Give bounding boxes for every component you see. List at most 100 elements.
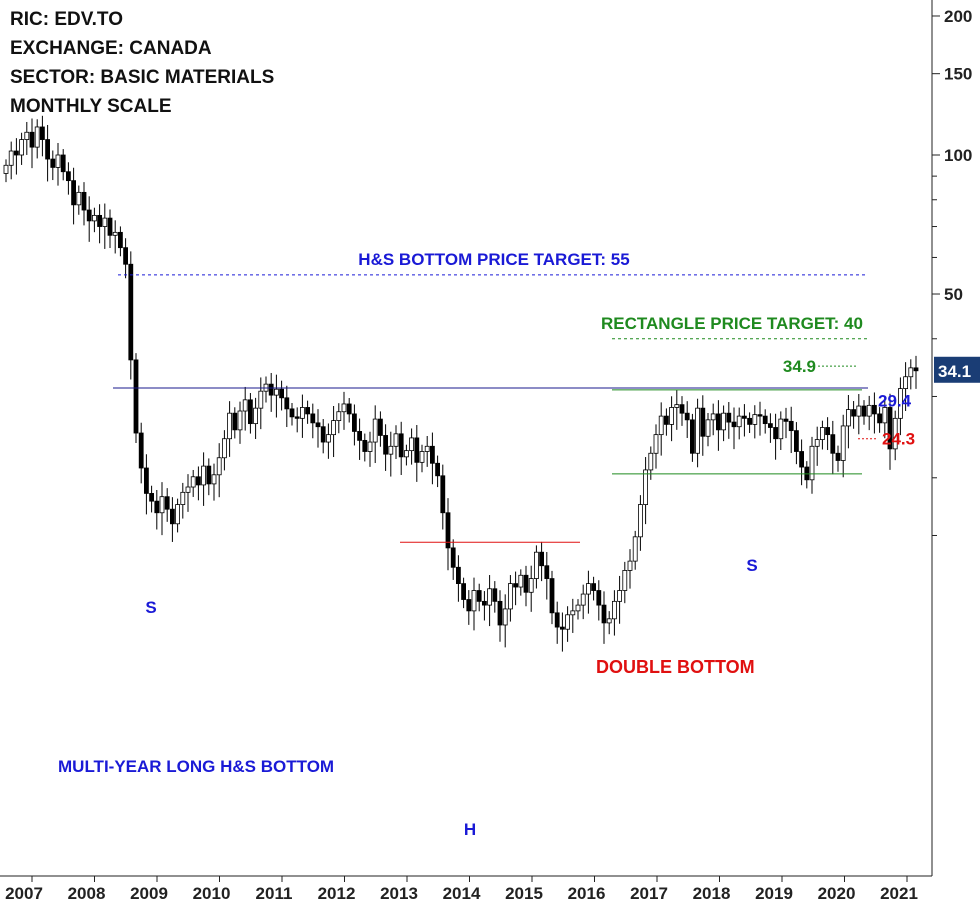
price-tick-label: 50 [944, 285, 963, 304]
candle [549, 570, 555, 625]
candle-body-up [190, 476, 196, 488]
candle-body-down [97, 214, 102, 227]
candle-body-down [310, 413, 316, 424]
candle-body-down [731, 421, 737, 428]
candle [55, 142, 61, 186]
time-tick-label: 2016 [568, 884, 606, 903]
candle [887, 393, 893, 470]
candle [180, 482, 186, 519]
candle [336, 403, 342, 434]
candle [253, 397, 259, 440]
candle-body-down [40, 126, 45, 140]
candle-body-up [388, 445, 394, 455]
candle-body-up [856, 405, 862, 417]
candle-body-down [133, 359, 139, 434]
candle-body-down [476, 590, 482, 602]
candle-body-up [372, 418, 378, 443]
candle [570, 598, 576, 633]
candle-body-up [273, 388, 279, 396]
candle [71, 167, 76, 225]
candle-body-up [617, 590, 622, 602]
candle-body-up [528, 578, 534, 593]
candle-body-down [398, 433, 404, 458]
candle [450, 539, 456, 580]
candle [289, 402, 295, 426]
candle [409, 428, 415, 465]
candle-body-up [736, 415, 742, 428]
candle-body-up [575, 604, 581, 612]
candle-body-down [45, 139, 50, 160]
candle-body-up [19, 139, 25, 156]
level-34-9-label: 34.9 [783, 357, 816, 376]
candle [591, 576, 596, 601]
candle-body-down [794, 430, 799, 452]
candle [658, 402, 664, 456]
candle [435, 455, 441, 488]
candle [882, 397, 888, 439]
candle [617, 575, 622, 624]
candle [502, 594, 508, 648]
candle-body-up [606, 618, 612, 624]
candle [388, 431, 394, 477]
price-axis-ticks: 200 150 100 50 [932, 7, 972, 536]
candle [877, 407, 882, 433]
candle-body-down [877, 413, 882, 424]
candle-body-down [71, 180, 76, 206]
candle-body-down [377, 418, 383, 436]
candle [268, 372, 274, 412]
candle [903, 362, 908, 411]
candle-body-down [429, 445, 435, 464]
candle [643, 457, 648, 525]
candle-body-up [814, 439, 820, 447]
candle-body-up [908, 367, 914, 378]
candle [481, 591, 487, 621]
candle-body-up [487, 588, 493, 606]
candle [118, 226, 123, 257]
candle-body-up [653, 434, 659, 454]
candle [497, 590, 503, 642]
candle-body-down [513, 583, 518, 588]
candle-body-down [851, 409, 856, 417]
candle-body-up [674, 404, 680, 408]
candle [814, 426, 820, 466]
time-tick-label: 2020 [818, 884, 856, 903]
time-tick-label: 2010 [193, 884, 231, 903]
candle-body-down [783, 418, 789, 422]
candle-body-up [3, 164, 9, 174]
multi-year-label: MULTI-YEAR LONG H&S BOTTOM [58, 757, 334, 776]
candle [34, 119, 40, 159]
candle-body-up [409, 437, 415, 452]
candle-body-down [357, 431, 363, 441]
candle [242, 386, 248, 431]
candle [66, 162, 71, 195]
level-24-3-label: 24.3 [882, 430, 915, 449]
candle-body-down [351, 413, 357, 432]
candle [601, 591, 607, 644]
candle-body-down [757, 414, 763, 417]
candle [299, 394, 305, 438]
candle-body-down [346, 403, 352, 415]
candle-body-down [305, 407, 311, 415]
candle-body-up [211, 474, 217, 485]
candle [3, 159, 9, 183]
candle-body-down [284, 397, 290, 410]
candle-body-down [664, 415, 669, 425]
candle [455, 555, 461, 602]
candle-body-down [830, 434, 836, 454]
candle [372, 405, 378, 464]
candle-body-down [466, 599, 472, 612]
candle [586, 570, 591, 614]
candle [341, 391, 347, 430]
candle [721, 405, 726, 442]
candle [403, 444, 409, 466]
time-tick-label: 2012 [318, 884, 356, 903]
candle-body-down [86, 209, 92, 222]
candle-body-down [118, 231, 123, 249]
candle-body-down [128, 263, 134, 361]
candle-body-up [221, 438, 227, 459]
candle-body-down [195, 476, 201, 486]
candle [227, 401, 233, 457]
candle-body-down [154, 500, 160, 514]
candle-body-down [315, 422, 321, 428]
candle [825, 417, 830, 451]
